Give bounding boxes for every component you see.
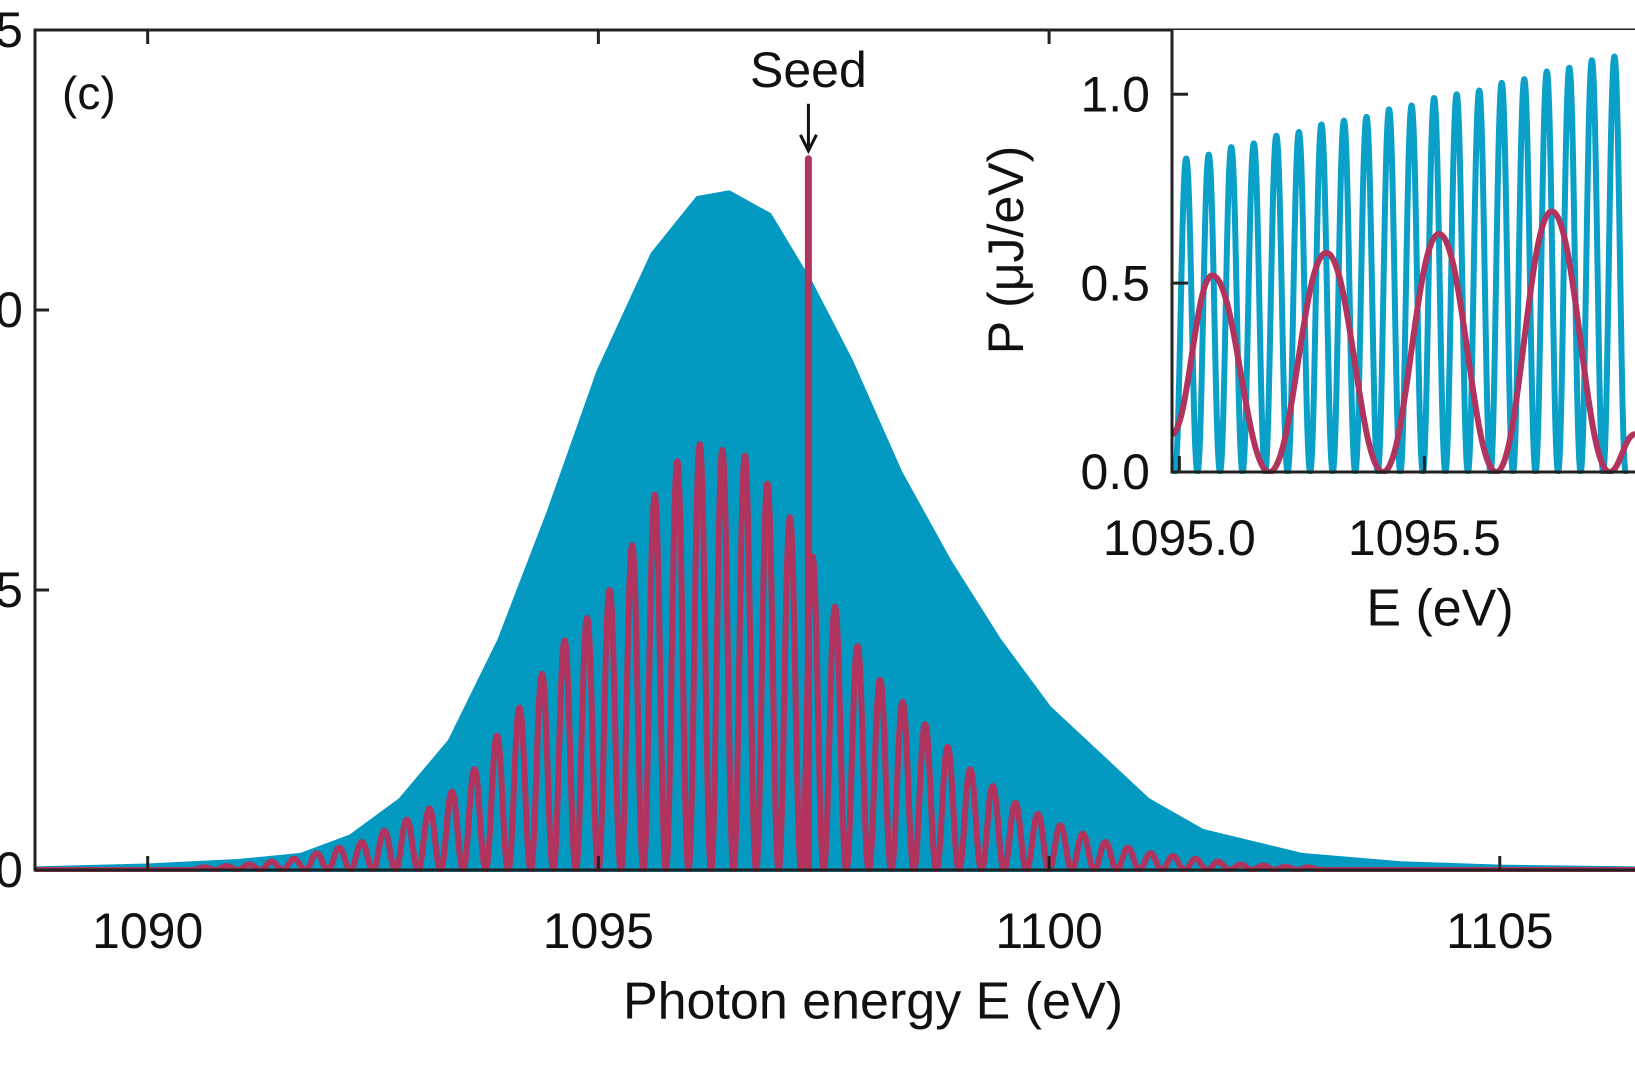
line <box>1172 53 1629 474</box>
chart-panel: Seed 0.0 0.5 1.0 1.5 1090 1095 1100 1105 Photon e… <box>0 2 1635 1031</box>
y-tick-label: 0.5 <box>1080 255 1150 311</box>
x-tick-label: 1095 <box>543 903 654 959</box>
panel-label: (c) <box>62 67 116 119</box>
annotation-arrowhead <box>799 134 818 155</box>
x-tick-label: 1105 <box>1446 903 1554 959</box>
y-tick-label: 1.0 <box>1080 66 1150 122</box>
x-axis-label: E (eV) <box>1366 580 1513 638</box>
y-tick-label: 1.0 <box>0 282 23 338</box>
area <box>35 190 1635 872</box>
y-axis-label: P (μJ/eV) <box>978 146 1034 355</box>
y-tick-label: 0.5 <box>0 562 23 618</box>
y-tick-label: 0.0 <box>0 842 23 898</box>
plot-area <box>1172 53 1635 474</box>
x-tick-label: 1095.5 <box>1348 510 1501 566</box>
axis-frame <box>33 28 1635 872</box>
annotation: Seed <box>750 42 867 98</box>
x-axis-label: Photon energy E (eV) <box>623 973 1123 1031</box>
x-tick-label: 1100 <box>995 903 1103 959</box>
chart-panel: 0.0 0.5 1.0 1095.0 1095.5 E (eV) P (μJ/eV) <box>978 30 1635 638</box>
x-tick-label: 1090 <box>92 903 203 959</box>
y-tick-label: 0.0 <box>1080 444 1150 500</box>
line <box>1172 208 1635 474</box>
x-tick-label: 1095.0 <box>1103 510 1256 566</box>
y-tick-label: 1.5 <box>0 2 23 58</box>
